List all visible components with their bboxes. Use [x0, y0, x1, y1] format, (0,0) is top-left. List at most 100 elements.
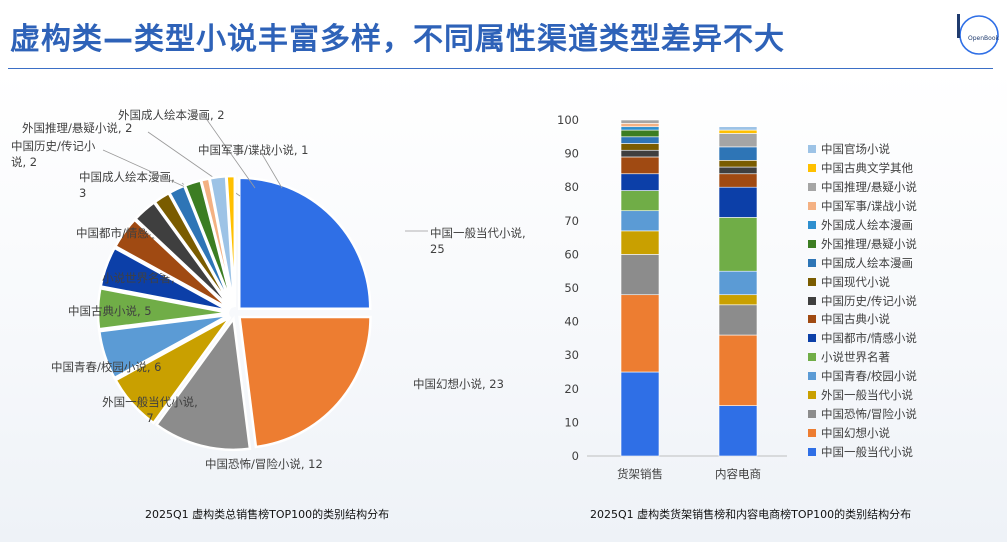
stacked-bar-chart: 0 10 20 30 40 50 60 70 80 90 100 货架销售 内容电商: [557, 113, 787, 481]
legend-label-11: 小说世界名著: [821, 350, 890, 365]
bar-segment-0-10: [620, 136, 660, 144]
y-tick-label-6: 60: [564, 247, 579, 261]
bar-segment-1-16: [718, 126, 758, 131]
bar-segment-0-7: [620, 156, 660, 175]
bar-segment-1-7: [718, 173, 758, 188]
pie-slice-1: [238, 315, 372, 449]
y-tick-label-7: 70: [564, 214, 579, 228]
legend-label-9: 中国古典小说: [821, 312, 890, 327]
pie-label-14-0: 中国军事/谍战小说, 1: [198, 143, 309, 157]
pie-leader-line-14: [261, 153, 283, 189]
legend-label-1: 中国古典文学其他: [821, 161, 913, 176]
legend-swatch-4: [808, 221, 816, 229]
y-tick-label-4: 40: [564, 315, 579, 329]
y-tick-label-5: 50: [564, 281, 579, 295]
pie-slice-5: [96, 286, 230, 331]
legend-item-11: 小说世界名著: [808, 348, 917, 367]
bar-segment-1-4: [718, 270, 758, 296]
legend-item-6: 中国成人绘本漫画: [808, 253, 917, 272]
legend-item-4: 外国成人绘本漫画: [808, 216, 917, 235]
bar-segment-0-3: [620, 230, 660, 255]
pie-label-0-0: 中国一般当代小说,: [430, 226, 526, 240]
pie-slice-0: [237, 176, 372, 311]
legend-item-8: 中国历史/传记小说: [808, 291, 917, 310]
pie-caption: 2025Q1 虚构类总销售榜TOP100的类别结构分布: [145, 508, 390, 521]
legend-swatch-10: [808, 334, 816, 343]
legend-label-7: 中国现代小说: [821, 274, 890, 289]
x-tick-label-0: 货架销售: [617, 467, 663, 481]
pie-label-2-0: 中国恐怖/冒险小说, 12: [205, 457, 323, 471]
bar-caption: 2025Q1 虚构类货架销售榜和内容电商榜TOP100的类别结构分布: [590, 508, 912, 521]
legend-label-6: 中国成人绘本漫画: [821, 255, 913, 270]
legend-label-14: 中国恐怖/冒险小说: [821, 406, 917, 421]
pie-slice-6: [99, 246, 230, 313]
bar-segment-1-10: [718, 146, 758, 161]
legend-swatch-7: [808, 277, 816, 286]
legend-item-10: 中国都市/情感小说: [808, 329, 917, 348]
pie-label-8-0: 中国成人绘本漫画,: [79, 170, 175, 184]
legend-swatch-13: [808, 391, 816, 400]
legend-item-14: 中国恐怖/冒险小说: [808, 404, 917, 423]
x-tick-label-1: 内容电商: [715, 467, 761, 481]
y-tick-label-0: 0: [572, 449, 579, 463]
pie-label-0-1: 25: [430, 242, 445, 256]
bar-segment-0-2: [620, 254, 660, 296]
legend-label-2: 中国推理/悬疑小说: [821, 180, 917, 195]
legend-swatch-6: [808, 258, 816, 267]
y-tick-label-8: 80: [564, 180, 579, 194]
legend-item-0: 中国官场小说: [808, 140, 917, 159]
bar-segment-1-15: [718, 129, 758, 134]
legend-item-3: 中国军事/谍战小说: [808, 197, 917, 216]
openbook-logo-icon: OpenBook: [957, 14, 999, 55]
legend-label-5: 外国推理/悬疑小说: [821, 236, 917, 251]
legend-item-16: 中国一般当代小说: [808, 442, 917, 461]
legend-swatch-16: [808, 447, 816, 456]
logo-text: OpenBook: [968, 35, 999, 42]
legend-item-12: 中国青春/校园小说: [808, 367, 917, 386]
pie-label-11-0: 外国推理/悬疑小说, 2: [22, 121, 133, 135]
bar-segment-1-1: [718, 334, 758, 406]
bar-segment-1-2: [718, 304, 758, 336]
bar-segment-0-4: [620, 210, 660, 232]
y-tick-label-1: 10: [564, 415, 579, 429]
legend-swatch-11: [808, 353, 816, 362]
bar-segment-0-12: [620, 126, 660, 131]
legend-label-8: 中国历史/传记小说: [821, 293, 917, 308]
legend-label-0: 中国官场小说: [821, 142, 890, 157]
bar-segment-0-5: [620, 190, 660, 212]
pie-label-13-0: 外国成人绘本漫画, 2: [118, 108, 225, 122]
legend-item-1: 中国古典文学其他: [808, 159, 917, 178]
bar-segment-0-13: [620, 123, 660, 128]
bar-segment-1-8: [718, 166, 758, 175]
legend-swatch-3: [808, 202, 816, 211]
pie-label-3-1: 7: [146, 411, 153, 425]
legend-swatch-1: [808, 164, 816, 173]
legend-swatch-14: [808, 409, 816, 418]
legend-swatch-5: [808, 239, 816, 248]
bar-segment-1-3: [718, 294, 758, 306]
pie-label-5-0: 中国古典小说, 5: [68, 304, 152, 318]
legend-label-15: 中国幻想小说: [821, 425, 890, 440]
bar-segment-0-0: [620, 371, 660, 457]
legend-label-4: 外国成人绘本漫画: [821, 218, 913, 232]
pie-label-10-0: 中国历史/传记小: [11, 139, 96, 153]
legend-swatch-15: [808, 428, 816, 437]
legend-item-13: 外国一般当代小说: [808, 386, 917, 405]
bar-segment-1-6: [718, 186, 758, 218]
bar-segment-1-0: [718, 405, 758, 457]
pie-slice-3: [114, 315, 232, 425]
legend-item-9: 中国古典小说: [808, 310, 917, 329]
bar-segment-0-6: [620, 173, 660, 191]
bar-segment-0-8: [620, 149, 660, 158]
bar-segment-1-9: [718, 160, 758, 168]
legend-swatch-9: [808, 315, 816, 324]
pie-slice-7: [113, 218, 232, 311]
pie-label-10-1: 说, 2: [11, 155, 37, 169]
legend-label-16: 中国一般当代小说: [821, 444, 913, 459]
legend-swatch-12: [808, 372, 816, 381]
y-tick-label-2: 20: [564, 382, 579, 396]
legend-label-10: 中国都市/情感小说: [821, 331, 917, 346]
pie-slice-4: [97, 313, 230, 380]
pie-label-1-0: 中国幻想小说, 23: [413, 377, 504, 391]
bar-legend: 中国官场小说中国古典文学其他 中国推理/悬疑小说中国军事/谍战小说外国成人绘本漫画…: [808, 140, 917, 461]
